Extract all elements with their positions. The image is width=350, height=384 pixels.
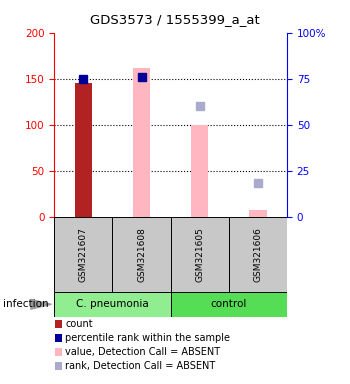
Bar bbox=[55, 348, 62, 356]
Polygon shape bbox=[31, 300, 51, 309]
Bar bbox=[171, 217, 229, 292]
Bar bbox=[55, 320, 62, 328]
Text: C. pneumonia: C. pneumonia bbox=[76, 299, 149, 310]
Text: GSM321605: GSM321605 bbox=[195, 227, 204, 282]
Bar bbox=[133, 68, 150, 217]
Bar bbox=[191, 125, 209, 217]
Text: GSM321607: GSM321607 bbox=[79, 227, 88, 282]
Bar bbox=[54, 292, 171, 317]
Bar bbox=[75, 83, 92, 217]
Bar bbox=[55, 362, 62, 369]
Text: GDS3573 / 1555399_a_at: GDS3573 / 1555399_a_at bbox=[90, 13, 260, 26]
Text: GSM321606: GSM321606 bbox=[253, 227, 262, 282]
Text: control: control bbox=[211, 299, 247, 310]
Bar bbox=[55, 334, 62, 342]
Text: percentile rank within the sample: percentile rank within the sample bbox=[65, 333, 230, 343]
Bar bbox=[229, 217, 287, 292]
Bar bbox=[171, 292, 287, 317]
Text: rank, Detection Call = ABSENT: rank, Detection Call = ABSENT bbox=[65, 361, 216, 371]
Text: infection: infection bbox=[4, 299, 49, 310]
Bar bbox=[249, 210, 267, 217]
Text: value, Detection Call = ABSENT: value, Detection Call = ABSENT bbox=[65, 347, 220, 357]
Bar bbox=[54, 217, 112, 292]
Text: count: count bbox=[65, 319, 93, 329]
Bar bbox=[112, 217, 171, 292]
Text: GSM321608: GSM321608 bbox=[137, 227, 146, 282]
